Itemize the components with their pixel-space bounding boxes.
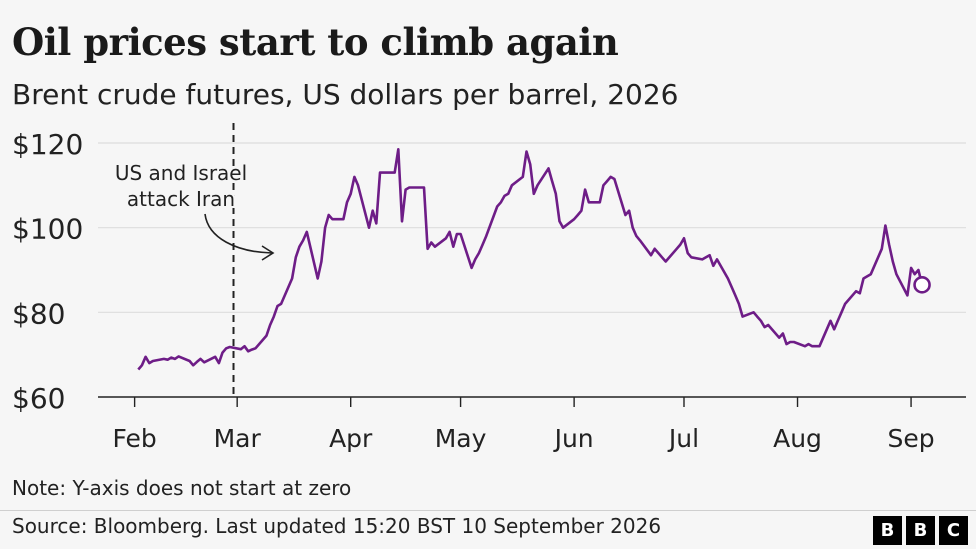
chart-subtitle: Brent crude futures, US dollars per barr… <box>12 78 679 111</box>
x-tick-label: Jul <box>667 424 699 453</box>
bbc-logo-letter: B <box>873 516 902 545</box>
y-tick-label: $60 <box>12 382 65 415</box>
annotation: US and Israel attack Iran <box>113 123 275 397</box>
price-line <box>137 148 924 371</box>
source-line: Source: Bloomberg. Last updated 15:20 BS… <box>12 514 662 538</box>
chart-title: Oil prices start to climb again <box>12 20 619 64</box>
annotation-arrowhead <box>261 245 275 261</box>
line-chart: $60$80$100$120 Feb Mar Apr May Jun Jul Aug Sep … <box>12 123 966 453</box>
x-tick-label: Mar <box>214 424 262 453</box>
x-tick-label: Apr <box>329 424 373 453</box>
latest-value-marker <box>913 276 931 294</box>
y-tick-label: $100 <box>12 213 83 246</box>
chart-note: Note: Y-axis does not start at zero <box>12 476 352 500</box>
x-tick-label: Jun <box>553 424 594 453</box>
x-tick-label: May <box>435 424 487 453</box>
x-tick-label: Sep <box>888 424 935 453</box>
x-tick-label: Feb <box>112 424 156 453</box>
gridlines <box>98 142 966 313</box>
y-tick-label: $80 <box>12 297 65 330</box>
bbc-logo-letter: C <box>939 516 968 545</box>
x-axis: Feb Mar Apr May Jun Jul Aug Sep <box>98 396 966 453</box>
series <box>137 148 931 371</box>
annotation-label-line-1: US and Israel <box>115 161 247 185</box>
bbc-logo: B B C <box>873 516 968 545</box>
annotation-label-line-2: attack Iran <box>127 187 235 211</box>
y-tick-label: $120 <box>12 128 83 161</box>
bbc-logo-letter: B <box>906 516 935 545</box>
x-tick-label: Aug <box>773 424 822 453</box>
annotation-arrow <box>204 213 273 254</box>
footer-divider <box>0 510 976 511</box>
y-axis-tick-labels: $60 $80 $100 $120 <box>12 128 83 415</box>
